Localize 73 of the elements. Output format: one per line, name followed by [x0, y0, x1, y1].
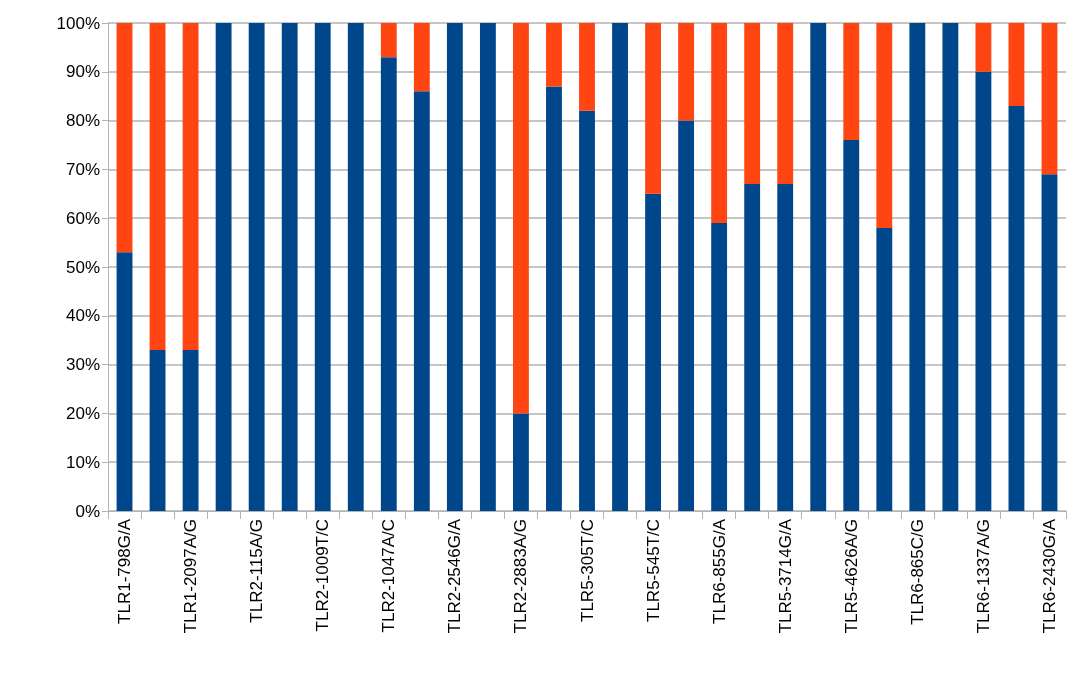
bar — [116, 23, 133, 253]
x-tick-label: TLR6-865C/G — [907, 519, 927, 625]
x-tick-label: TLR5-3714G/A — [775, 518, 795, 634]
bar — [975, 23, 992, 72]
bar — [182, 23, 199, 350]
x-tick-label: TLR2-1047A/C — [379, 519, 399, 633]
bar — [413, 23, 430, 92]
bar — [942, 23, 959, 511]
bar — [513, 23, 529, 414]
bar — [281, 23, 298, 511]
y-tick-label: 40% — [65, 306, 100, 326]
x-tick-label: TLR6-2430G/A — [1039, 518, 1059, 634]
bar — [843, 23, 860, 141]
x-tick-label: TLR1-2097A/G — [181, 519, 201, 634]
bar — [711, 23, 728, 224]
bar — [678, 120, 695, 511]
y-tick-label: 70% — [65, 159, 100, 179]
bar — [909, 23, 926, 511]
bar — [1008, 23, 1025, 106]
bar — [380, 57, 397, 511]
bar — [215, 23, 232, 511]
bar — [479, 23, 496, 511]
bar — [380, 23, 397, 58]
bar — [711, 223, 728, 511]
bar — [777, 23, 794, 185]
x-tick-label: TLR5-4626A/G — [841, 519, 861, 634]
bar — [645, 23, 661, 194]
bar — [810, 23, 827, 511]
bar — [248, 23, 265, 511]
bar — [1041, 174, 1058, 511]
x-tick-label: TLR2-2883A/G — [511, 519, 531, 634]
bar — [314, 23, 331, 511]
y-tick-label: 90% — [65, 62, 100, 82]
bar — [678, 23, 695, 121]
y-tick-label: 20% — [65, 403, 100, 423]
bar — [116, 252, 133, 511]
bar — [513, 413, 529, 511]
bar — [744, 23, 761, 185]
y-tick-label: 30% — [65, 355, 100, 375]
bar — [876, 227, 893, 511]
bar — [645, 193, 661, 511]
bar — [546, 23, 562, 87]
y-tick-label: 60% — [65, 208, 100, 228]
y-tick-label: 50% — [65, 257, 100, 277]
bar — [182, 349, 199, 511]
x-tick-label: TLR6-855G/A — [709, 518, 729, 624]
x-tick-label: TLR2-1009T/C — [313, 519, 333, 632]
bar — [975, 71, 992, 511]
bar — [446, 23, 463, 511]
bar — [579, 110, 595, 511]
bar — [413, 91, 430, 511]
y-tick-label: 0% — [75, 501, 100, 521]
y-tick-label: 80% — [65, 111, 100, 131]
x-tick-label: TLR2-115A/G — [247, 519, 267, 623]
bar — [1041, 23, 1058, 175]
x-tick-label: TLR5-545T/C — [643, 519, 663, 622]
bar — [579, 23, 595, 111]
bar — [347, 23, 364, 511]
y-tick-label: 10% — [65, 452, 100, 472]
x-tick-label: TLR2-2546G/A — [445, 518, 465, 634]
bar — [1008, 105, 1025, 511]
x-tick-label: TLR5-305T/C — [577, 519, 597, 622]
bar — [612, 23, 628, 511]
bar — [777, 184, 794, 511]
bar — [149, 23, 166, 350]
bar — [149, 349, 166, 511]
bar — [876, 23, 893, 228]
y-tick-label: 100% — [56, 13, 100, 33]
x-tick-label: TLR1-798G/A — [115, 518, 135, 624]
bar — [744, 184, 761, 511]
bar — [843, 140, 860, 511]
bar — [546, 86, 562, 511]
x-tick-label: TLR6-1337A/G — [973, 519, 993, 634]
